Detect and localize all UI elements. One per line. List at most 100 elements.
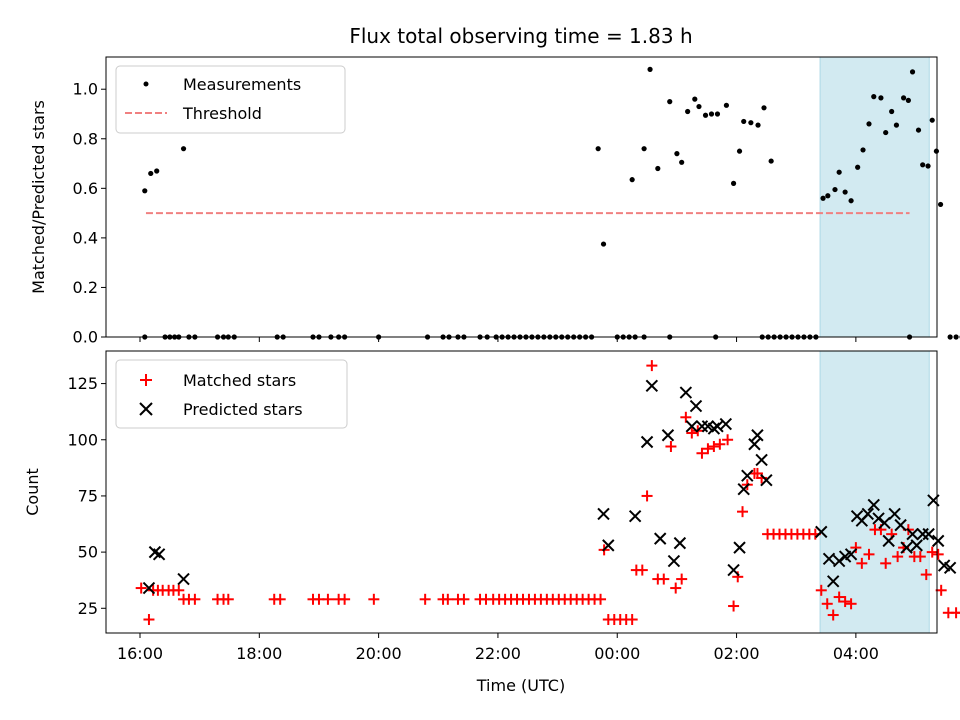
matched-star-point xyxy=(339,593,351,605)
measurement-point xyxy=(679,159,685,165)
top-highlight-layer xyxy=(819,56,930,338)
matched-star-point xyxy=(935,584,947,596)
matched-star-point xyxy=(676,573,688,585)
matched-star-point xyxy=(135,582,147,594)
measurement-point xyxy=(900,95,907,101)
measurement-point xyxy=(748,120,754,126)
matched-star-point xyxy=(728,600,740,612)
top-y-tick-label: 0.6 xyxy=(73,179,98,198)
matched-star-point xyxy=(932,548,944,560)
measurement-point xyxy=(820,195,826,201)
top-panel-frame xyxy=(105,56,938,338)
predicted-star-point xyxy=(685,420,699,433)
measurement-point xyxy=(647,66,653,72)
matched-star-point xyxy=(815,584,827,596)
predicted-star-point xyxy=(177,572,190,586)
predicted-star-point xyxy=(906,527,919,541)
x-tick-label: 04:00 xyxy=(833,644,879,663)
matched-star-point xyxy=(863,548,875,560)
measurement-point xyxy=(866,121,872,127)
count-points-layer xyxy=(135,360,960,626)
predicted-star-point xyxy=(679,386,693,399)
measurement-point xyxy=(915,127,922,133)
measurement-point xyxy=(696,103,702,110)
predicted-star-point xyxy=(653,532,667,545)
x-tick-label: 18:00 xyxy=(236,644,282,663)
matched-star-point xyxy=(419,593,431,605)
predicted-star-point xyxy=(628,509,642,523)
predicted-star-point xyxy=(900,541,913,554)
x-tick-label: 20:00 xyxy=(356,644,402,663)
predicted-star-point xyxy=(882,534,895,548)
bottom-panel: 25 50 75 100 125 16:00 18:00 20:00 22:00 00:00 02… xyxy=(23,350,960,695)
predicted-star-point xyxy=(727,563,740,577)
matched-star-point xyxy=(914,551,926,563)
top-legend-box xyxy=(115,65,346,134)
matched-star-point xyxy=(222,593,234,605)
predicted-star-point xyxy=(142,581,156,595)
measurement-point xyxy=(937,201,944,208)
predicted-star-point xyxy=(667,554,681,568)
matched-star-point xyxy=(920,569,932,581)
bot-y-tick-label: 50 xyxy=(78,543,98,562)
matched-star-point xyxy=(827,609,839,621)
legend-threshold-label: Threshold xyxy=(182,104,262,123)
matched-star-point xyxy=(956,611,960,614)
matched-star-point xyxy=(702,443,714,455)
predicted-star-point xyxy=(640,435,654,449)
measurement-point xyxy=(953,334,959,340)
matched-star-point xyxy=(722,434,734,446)
matched-star-point xyxy=(821,598,833,610)
predicted-star-point xyxy=(822,552,836,566)
predicted-star-point xyxy=(737,482,750,496)
measurement-point xyxy=(947,334,953,340)
matched-star-point xyxy=(737,506,749,518)
predicted-star-point xyxy=(748,438,761,451)
matched-star-point xyxy=(595,593,607,605)
predicted-star-point xyxy=(815,525,828,539)
predicted-star-point xyxy=(755,453,768,467)
bottom-y-ticks: 25 50 75 100 125 xyxy=(67,374,106,618)
measurement-point xyxy=(154,168,160,174)
predicted-star-point xyxy=(910,539,923,552)
legend-matched-label: Matched stars xyxy=(183,371,296,390)
legend-measurements-label: Measurements xyxy=(183,75,301,94)
matched-star-point xyxy=(686,427,698,439)
bottom-y-axis-label: Count xyxy=(23,468,42,516)
predicted-star-point xyxy=(597,507,610,521)
matched-star-point xyxy=(368,593,380,605)
measurement-point xyxy=(180,146,187,152)
measurement-point xyxy=(685,108,691,115)
predicted-star-point xyxy=(943,561,957,575)
measurement-point xyxy=(836,169,842,175)
measurement-point xyxy=(595,146,601,152)
matched-star-point xyxy=(143,614,155,626)
bottom-legend: Matched stars Predicted stars xyxy=(115,359,348,429)
matched-star-point xyxy=(892,551,904,563)
matched-star-point xyxy=(274,593,286,605)
predicted-star-point xyxy=(872,512,885,525)
matched-star-point xyxy=(646,360,658,372)
bottom-x-ticks: 16:00 18:00 20:00 22:00 00:00 02:00 04:00 xyxy=(117,633,879,663)
measurement-point xyxy=(692,96,698,102)
predicted-star-point xyxy=(867,498,880,512)
predicted-star-point xyxy=(741,469,754,482)
measurement-point xyxy=(909,69,916,75)
legend-matched-marker xyxy=(140,374,152,386)
top-legend: Measurements Threshold xyxy=(115,65,346,134)
predicted-star-point xyxy=(645,379,659,393)
measurement-point xyxy=(925,163,931,169)
legend-measurements-marker xyxy=(143,81,149,87)
bot-y-tick-label: 25 xyxy=(78,599,98,618)
predicted-star-point xyxy=(760,473,773,487)
matched-star-point xyxy=(322,593,334,605)
predicted-star-point xyxy=(602,539,615,552)
measurement-point xyxy=(641,146,647,152)
predicted-star-point xyxy=(751,429,764,442)
measurement-point xyxy=(723,102,730,108)
measurement-point xyxy=(655,165,661,172)
matched-star-point xyxy=(458,593,470,605)
measurement-point xyxy=(889,108,895,115)
measurement-point xyxy=(860,147,866,153)
